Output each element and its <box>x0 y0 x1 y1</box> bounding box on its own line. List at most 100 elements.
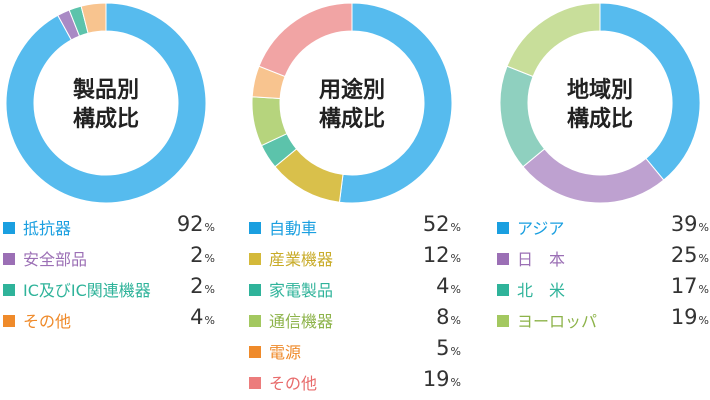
region-value-unit-0: % <box>698 221 709 234</box>
region-value-unit-3: % <box>698 314 709 327</box>
usage-value-number-3: 8 <box>436 305 450 329</box>
region-chart-title: 地域別 構成比 <box>550 76 650 134</box>
region-value-number-0: 39 <box>670 212 698 236</box>
usage-legend-swatch-1 <box>249 253 261 265</box>
product-legend-label-2: IC及びIC関連機器 <box>23 281 151 300</box>
usage-legend-swatch-3 <box>249 315 261 327</box>
product-legend-value-1: 2% <box>190 243 215 267</box>
region-value-number-1: 25 <box>670 243 698 267</box>
product-value-unit-0: % <box>204 221 215 234</box>
region-legend-swatch-1 <box>497 253 509 265</box>
product-legend-label-3: その他 <box>23 312 72 331</box>
usage-legend-label-3: 通信機器 <box>269 312 334 331</box>
usage-legend-swatch-2 <box>249 284 261 296</box>
usage-legend-row-0: 自動車 52% <box>249 212 461 245</box>
usage-legend-label-2: 家電製品 <box>269 281 334 300</box>
region-legend-label-2: 北 米 <box>517 281 566 300</box>
product-title-line1: 製品別 <box>72 78 139 103</box>
usage-legend: 自動車 52% 産業機器 12% 家電製品 4% 通信機器 8% 電源 5% その他 19% <box>249 212 461 400</box>
product-donut <box>5 2 207 204</box>
product-value-unit-3: % <box>204 314 215 327</box>
region-legend-value-2: 17% <box>671 274 709 298</box>
usage-legend-swatch-4 <box>249 346 261 358</box>
region-slice-0 <box>599 2 701 181</box>
product-legend-swatch-3 <box>3 315 15 327</box>
product-legend-swatch-2 <box>3 284 15 296</box>
product-legend-swatch-0 <box>3 222 15 234</box>
usage-legend-row-1: 産業機器 12% <box>249 243 461 276</box>
region-value-unit-1: % <box>698 252 709 265</box>
product-legend-label-0: 抵抗器 <box>23 219 72 238</box>
product-legend-row-1: 安全部品 2% <box>3 243 215 276</box>
usage-legend-label-1: 産業機器 <box>269 250 334 269</box>
region-value-number-3: 19 <box>670 305 698 329</box>
usage-legend-label-5: その他 <box>269 374 318 393</box>
usage-value-number-2: 4 <box>436 274 450 298</box>
usage-value-unit-0: % <box>450 221 461 234</box>
product-legend-value-3: 4% <box>190 305 215 329</box>
product-value-number-0: 92 <box>176 212 204 236</box>
usage-legend-value-2: 4% <box>436 274 461 298</box>
product-value-unit-1: % <box>204 252 215 265</box>
usage-legend-value-3: 8% <box>436 305 461 329</box>
product-value-number-2: 2 <box>190 274 204 298</box>
region-legend-value-0: 39% <box>671 212 709 236</box>
usage-legend-value-0: 52% <box>423 212 461 236</box>
usage-value-number-1: 12 <box>422 243 450 267</box>
usage-legend-swatch-0 <box>249 222 261 234</box>
region-legend-label-1: 日 本 <box>517 250 566 269</box>
region-donut <box>499 2 701 204</box>
usage-value-number-4: 5 <box>436 336 450 360</box>
usage-title-line1: 用途別 <box>318 78 385 103</box>
region-legend-row-2: 北 米 17% <box>497 274 709 307</box>
usage-legend-value-1: 12% <box>423 243 461 267</box>
usage-donut <box>251 2 453 204</box>
region-legend-label-0: アジア <box>517 219 565 238</box>
region-slice-1 <box>522 148 665 204</box>
product-legend-swatch-1 <box>3 253 15 265</box>
usage-legend-label-0: 自動車 <box>269 219 318 238</box>
product-legend-label-1: 安全部品 <box>23 250 88 269</box>
product-title-line2: 構成比 <box>72 107 139 132</box>
product-legend-row-2: IC及びIC関連機器 2% <box>3 274 215 307</box>
usage-legend-row-4: 電源 5% <box>249 336 461 369</box>
region-legend-row-3: ヨーロッパ 19% <box>497 305 709 338</box>
usage-legend-row-2: 家電製品 4% <box>249 274 461 307</box>
product-legend-row-3: その他 4% <box>3 305 215 338</box>
usage-slice-0 <box>338 2 453 204</box>
region-legend-row-1: 日 本 25% <box>497 243 709 276</box>
region-legend-row-0: アジア 39% <box>497 212 709 245</box>
usage-value-unit-2: % <box>450 283 461 296</box>
product-value-number-1: 2 <box>190 243 204 267</box>
usage-composition-chart: 用途別 構成比 自動車 52% 産業機器 12% 家電製品 4% 通信機器 8% 電源 5% その他… <box>249 0 479 400</box>
usage-value-unit-5: % <box>450 376 461 389</box>
region-legend-swatch-0 <box>497 222 509 234</box>
usage-legend-value-4: 5% <box>436 336 461 360</box>
usage-slice-5 <box>258 2 353 78</box>
region-legend-swatch-3 <box>497 315 509 327</box>
usage-value-unit-4: % <box>450 345 461 358</box>
product-value-number-3: 4 <box>190 305 204 329</box>
usage-legend-value-5: 19% <box>423 367 461 391</box>
region-legend: アジア 39% 日 本 25% 北 米 17% ヨーロッパ 19% <box>497 212 709 338</box>
usage-value-unit-3: % <box>450 314 461 327</box>
region-legend-swatch-2 <box>497 284 509 296</box>
product-composition-chart: 製品別 構成比 抵抗器 92% 安全部品 2% IC及びIC関連機器 2% その他 4% <box>3 0 233 400</box>
region-legend-value-1: 25% <box>671 243 709 267</box>
region-legend-label-3: ヨーロッパ <box>517 312 598 331</box>
region-title-line1: 地域別 <box>566 78 633 103</box>
product-legend-value-2: 2% <box>190 274 215 298</box>
product-legend-row-0: 抵抗器 92% <box>3 212 215 245</box>
usage-value-number-5: 19 <box>422 367 450 391</box>
region-value-number-2: 17 <box>670 274 698 298</box>
region-composition-chart: 地域別 構成比 アジア 39% 日 本 25% 北 米 17% ヨーロッパ 19% <box>497 0 710 400</box>
product-legend-value-0: 92% <box>177 212 215 236</box>
region-slice-2 <box>499 65 546 168</box>
product-value-unit-2: % <box>204 283 215 296</box>
usage-title-line2: 構成比 <box>318 107 385 132</box>
region-legend-value-3: 19% <box>671 305 709 329</box>
product-legend: 抵抗器 92% 安全部品 2% IC及びIC関連機器 2% その他 4% <box>3 212 215 338</box>
usage-legend-row-3: 通信機器 8% <box>249 305 461 338</box>
region-value-unit-2: % <box>698 283 709 296</box>
product-chart-title: 製品別 構成比 <box>56 76 156 134</box>
